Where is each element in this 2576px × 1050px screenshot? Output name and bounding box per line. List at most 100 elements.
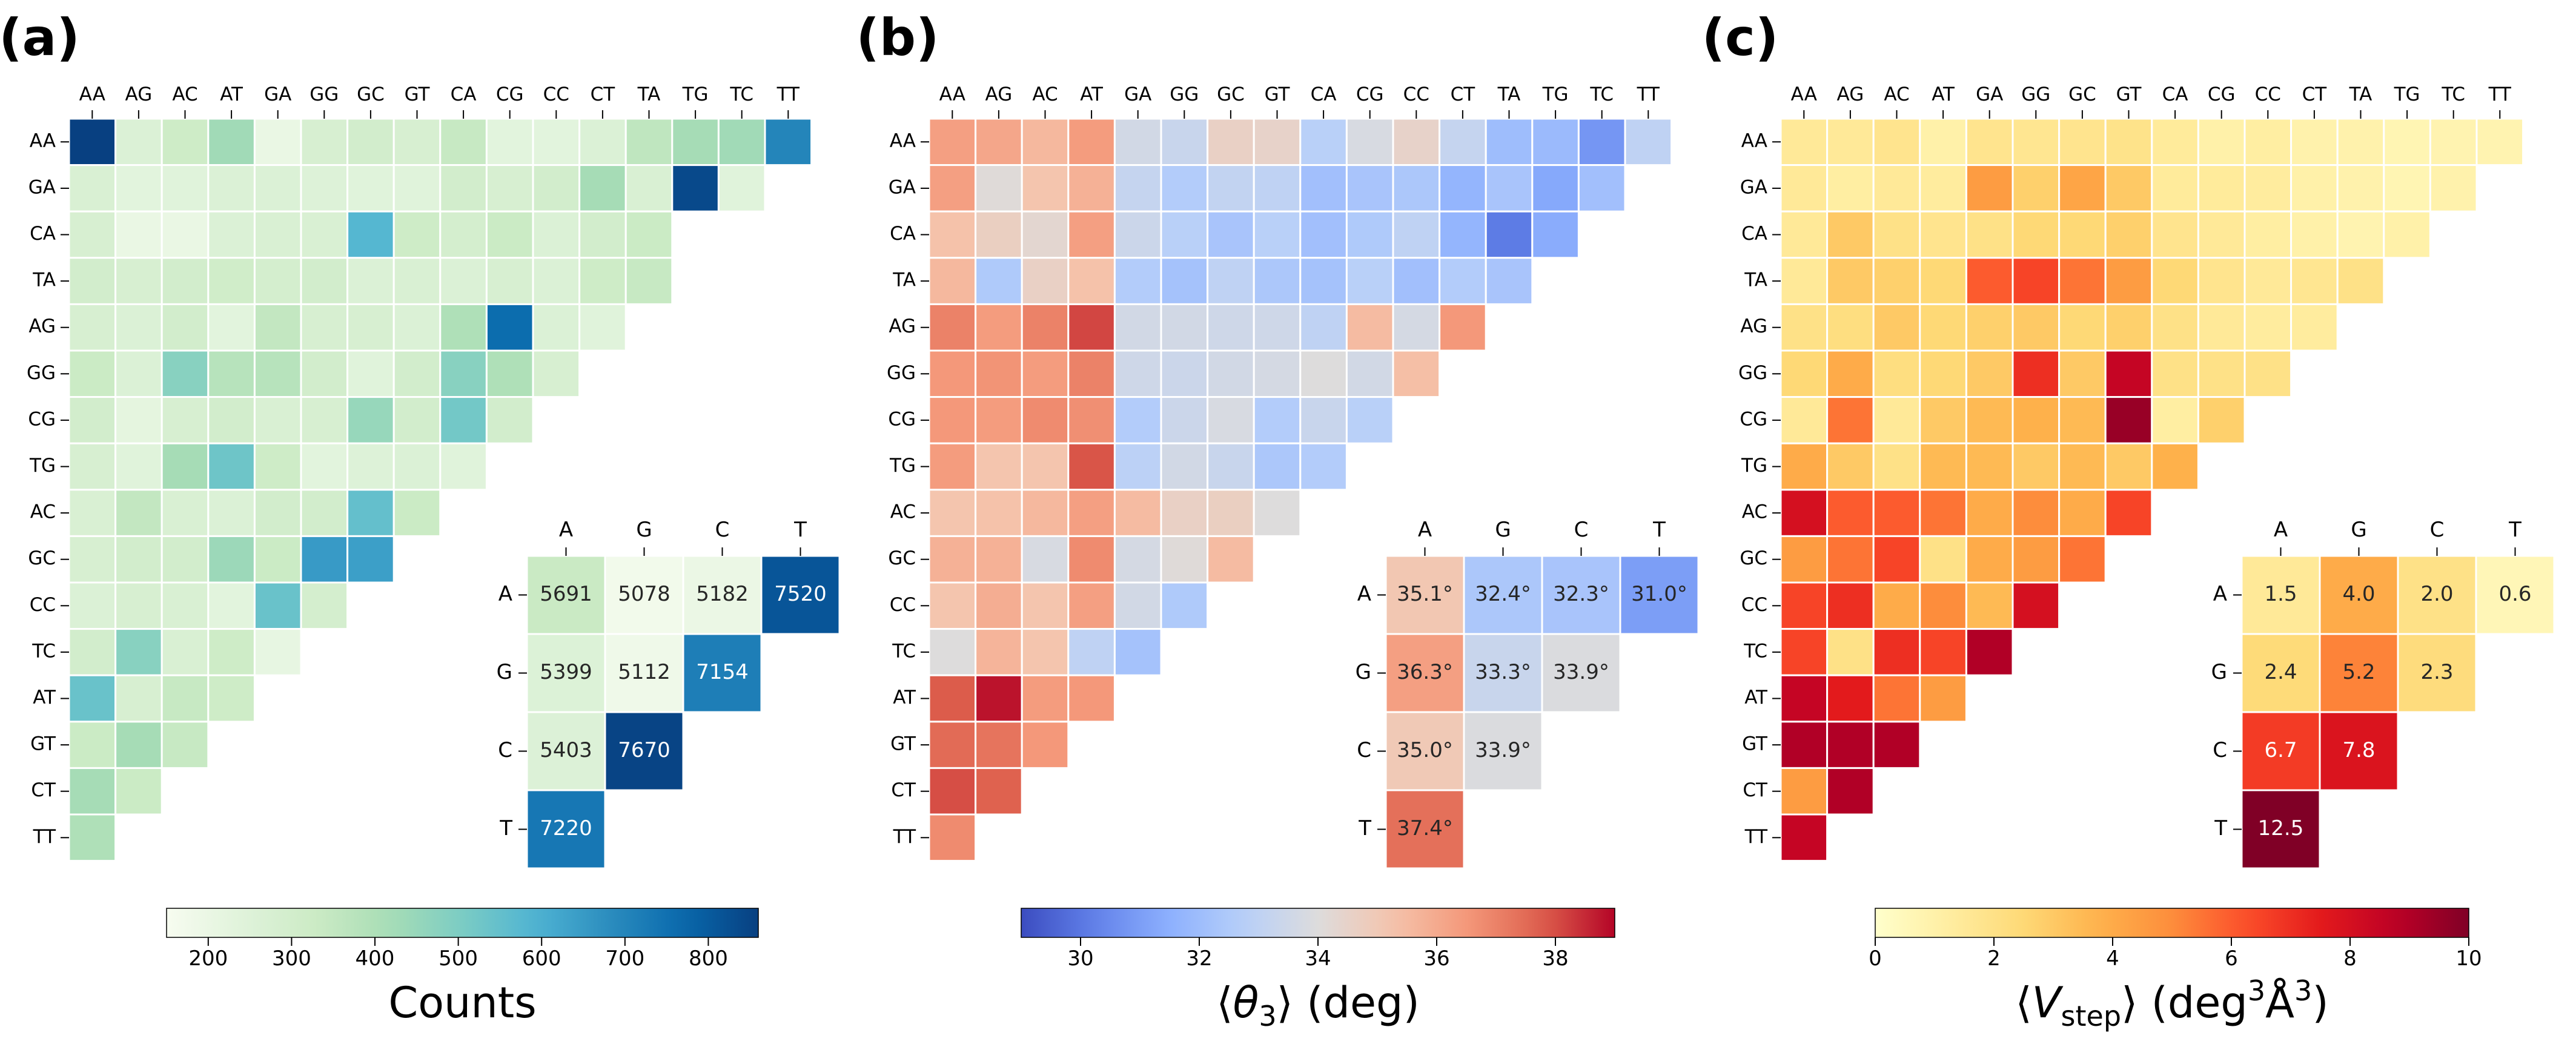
heatmap-cell — [1299, 303, 1348, 352]
y-tick-label: AG — [28, 315, 56, 337]
colorbar-label-part: 3 — [2294, 974, 2312, 1007]
y-tick-label: GT — [30, 733, 56, 755]
heatmap-cell — [161, 210, 210, 259]
heatmap-cell — [1485, 117, 1534, 167]
y-tick-label: CG — [28, 408, 56, 430]
heatmap-cell — [1392, 349, 1441, 398]
heatmap-cell — [1345, 164, 1394, 213]
heatmap-cell — [1207, 117, 1255, 167]
colorbar-tick-label: 38 — [1542, 946, 1568, 971]
heatmap-cell — [1965, 442, 2014, 491]
heatmap-cell — [207, 581, 256, 630]
heatmap-cell — [1872, 721, 1921, 769]
x-tick-label: TG — [1542, 84, 1569, 105]
heatmap-cell — [2011, 117, 2061, 167]
heatmap-cell — [1577, 164, 1626, 213]
heatmap-cell — [2104, 349, 2153, 398]
heatmap-cell — [2197, 303, 2246, 352]
colorbar-tick-label: 6 — [2225, 946, 2238, 971]
colorbar-label-part: 3 — [1259, 1000, 1276, 1032]
x-tick-label: AG — [125, 84, 153, 105]
heatmap-cell — [392, 117, 442, 167]
heatmap-cell — [346, 210, 395, 259]
heatmap-cell — [1253, 257, 1302, 305]
heatmap-cell — [1021, 257, 1070, 305]
x-tick-label: GT — [2116, 84, 2142, 105]
x-tick-label: TA — [2349, 84, 2372, 105]
y-tick-label: TA — [32, 269, 56, 291]
heatmap-cell — [161, 628, 210, 676]
colorbar — [1875, 908, 2469, 938]
colorbar-tick-label: 300 — [272, 946, 311, 971]
x-tick-label: TG — [2394, 84, 2420, 105]
inset-x-tick-label: A — [1418, 518, 1432, 542]
y-tick-label: CA — [30, 223, 56, 245]
heatmap-cell — [207, 164, 256, 213]
heatmap-cell — [2243, 257, 2293, 305]
panel-label: (c) — [1702, 8, 1779, 67]
heatmap-cell — [161, 581, 210, 630]
y-tick-label: AT — [33, 687, 56, 708]
heatmap-cell — [2058, 489, 2107, 537]
x-tick-label: CC — [543, 84, 569, 105]
inset-value-label: 4.0 — [2342, 582, 2375, 606]
heatmap-cell — [114, 721, 163, 769]
heatmap-cell — [207, 628, 256, 676]
heatmap-cell — [161, 349, 210, 398]
heatmap-cell — [1160, 489, 1209, 537]
heatmap-cell — [1780, 257, 1829, 305]
heatmap-cell — [1780, 117, 1829, 167]
colorbar-tick-label: 8 — [2343, 946, 2357, 971]
heatmap-cell — [1826, 721, 1875, 769]
heatmap-cell — [1113, 489, 1162, 537]
heatmap-cell — [300, 257, 349, 305]
heatmap-cell — [485, 164, 534, 213]
inset-cell — [1463, 633, 1543, 713]
inset-x-tick-label: T — [793, 518, 807, 542]
heatmap-cell — [1577, 117, 1626, 167]
heatmap-cell — [1345, 303, 1394, 352]
heatmap-cell — [1439, 117, 1487, 167]
heatmap-cell — [1067, 257, 1116, 305]
panel-3: (c)AA AG AC AT GA GG GC GT CA CG CC CT TA TG TC TTAAGAC… — [1702, 8, 2555, 1032]
heatmap-cell — [1067, 396, 1116, 444]
heatmap-cell — [2104, 117, 2153, 167]
x-tick-label: TT — [1637, 84, 1660, 105]
x-tick-label: GA — [1976, 84, 2003, 105]
heatmap-cell — [2336, 257, 2385, 305]
heatmap-cell — [1021, 628, 1070, 676]
colorbar-tick-label: 4 — [2106, 946, 2119, 971]
heatmap-cell — [1067, 489, 1116, 537]
heatmap-cell — [2058, 117, 2107, 167]
inset-value-label: 7220 — [540, 816, 592, 840]
heatmap-cell — [1253, 442, 1302, 491]
panel-1: (a)AA AG AC AT GA GG GC GT CA CG CC CT TA TG TC TTAAGAC… — [0, 8, 841, 1028]
heatmap-cell — [1067, 535, 1116, 584]
inset-x-tick-label: A — [2274, 518, 2288, 542]
heatmap-cell — [253, 210, 302, 259]
heatmap-cell — [1253, 117, 1302, 167]
heatmap-cell — [1021, 442, 1070, 491]
heatmap-cell — [1780, 489, 1829, 537]
inset-y-tick-label: C — [2213, 738, 2227, 762]
heatmap-cell — [392, 349, 442, 398]
colorbar-label: Counts — [388, 978, 536, 1028]
x-tick-label: AA — [79, 84, 105, 105]
colorbar-label-part: step — [2061, 1000, 2122, 1032]
heatmap-cell — [975, 581, 1023, 630]
inset-cell — [682, 633, 763, 713]
heatmap-cell — [1872, 674, 1921, 723]
heatmap-cell — [161, 535, 210, 584]
heatmap-cell — [928, 767, 977, 816]
heatmap-cell — [2058, 396, 2107, 444]
x-tick-label: AC — [172, 84, 197, 105]
heatmap-cell — [253, 164, 302, 213]
x-tick-label: CG — [2208, 84, 2236, 105]
y-tick-label: CA — [1741, 223, 1767, 245]
heatmap-cell — [1872, 210, 1921, 259]
heatmap-cell — [1113, 210, 1162, 259]
inset-cell — [604, 711, 684, 791]
y-tick-label: GA — [28, 176, 56, 198]
x-tick-label: GA — [264, 84, 291, 105]
heatmap-cell — [68, 117, 117, 167]
